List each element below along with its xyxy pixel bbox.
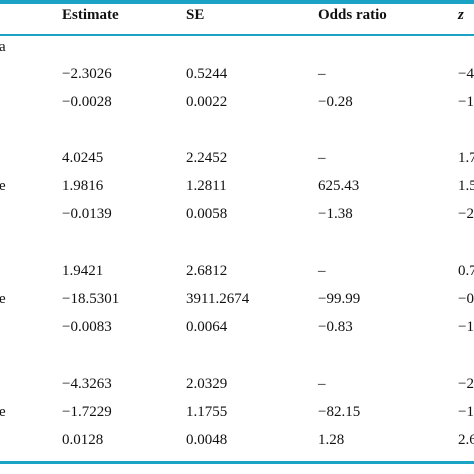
- cell-se: 0.5244: [186, 66, 228, 82]
- cell-odds-ratio: –: [318, 66, 326, 82]
- cell-estimate: −0.0139: [62, 206, 112, 222]
- cell-se: 0.0022: [186, 94, 228, 110]
- cell-se: 1.2811: [186, 178, 227, 194]
- cell-odds-ratio: –: [318, 150, 326, 166]
- cell-z: 2.6: [458, 432, 474, 448]
- cell-z: 1.7: [458, 150, 474, 166]
- cell-odds-ratio: −99.99: [318, 291, 361, 307]
- header-estimate: Estimate: [62, 7, 119, 23]
- cell-odds-ratio: 625.43: [318, 178, 360, 194]
- cell-se: 2.6812: [186, 263, 228, 279]
- cell-estimate: 1.9816: [62, 178, 104, 194]
- table-header-rule: [0, 34, 474, 36]
- row-label: e: [0, 291, 6, 307]
- row-label: e: [0, 404, 6, 420]
- group-label: a: [0, 39, 6, 55]
- cell-z: −4: [458, 66, 474, 82]
- cell-z: −0: [458, 291, 474, 307]
- cell-se: 1.1755: [186, 404, 228, 420]
- cell-z: −1: [458, 319, 474, 335]
- cell-odds-ratio: –: [318, 376, 326, 392]
- header-se: SE: [186, 7, 205, 23]
- cell-odds-ratio: −0.28: [318, 94, 353, 110]
- cell-z: 0.7: [458, 263, 474, 279]
- cell-estimate: 1.9421: [62, 263, 104, 279]
- cell-odds-ratio: −82.15: [318, 404, 361, 420]
- cell-se: 0.0048: [186, 432, 228, 448]
- row-label: e: [0, 178, 6, 194]
- cell-odds-ratio: −0.83: [318, 319, 353, 335]
- cell-odds-ratio: –: [318, 263, 326, 279]
- table-top-rule: [0, 0, 474, 4]
- cell-se: 2.0329: [186, 376, 228, 392]
- cell-se: 2.2452: [186, 150, 228, 166]
- cell-z: −2: [458, 376, 474, 392]
- cell-z: −1: [458, 94, 474, 110]
- table-bottom-rule: [0, 461, 474, 464]
- cell-estimate: −0.0028: [62, 94, 112, 110]
- cell-odds-ratio: 1.28: [318, 432, 345, 448]
- cell-estimate: 0.0128: [62, 432, 104, 448]
- cell-z: 1.5: [458, 178, 474, 194]
- cell-estimate: −18.5301: [62, 291, 120, 307]
- cell-estimate: −4.3263: [62, 376, 112, 392]
- cell-se: 3911.2674: [186, 291, 250, 307]
- header-odds-ratio: Odds ratio: [318, 7, 387, 23]
- cell-estimate: −1.7229: [62, 404, 112, 420]
- cell-z: −2: [458, 206, 474, 222]
- cell-estimate: −0.0083: [62, 319, 112, 335]
- cell-estimate: 4.0245: [62, 150, 104, 166]
- cell-z: −1: [458, 404, 474, 420]
- cell-odds-ratio: −1.38: [318, 206, 353, 222]
- cell-se: 0.0058: [186, 206, 228, 222]
- cell-se: 0.0064: [186, 319, 228, 335]
- cell-estimate: −2.3026: [62, 66, 112, 82]
- header-z: z: [458, 7, 464, 23]
